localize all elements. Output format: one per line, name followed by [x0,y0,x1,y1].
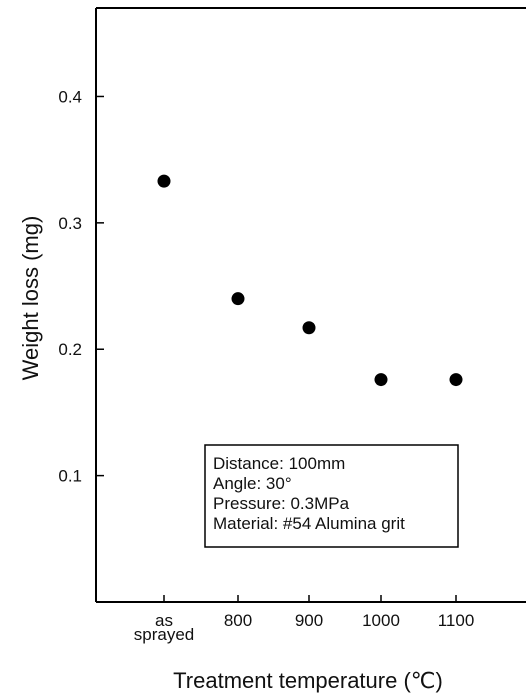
y-tick-label: 0.2 [58,340,82,359]
y-tick-label: 0.3 [58,214,82,233]
plot-frame [95,7,526,603]
y-axis-ticks: 0.1 0.2 0.3 0.4 [58,87,104,486]
data-point [157,174,171,188]
y-tick-label: 0.1 [58,467,82,486]
x-tick-label: 1100 [438,611,475,630]
data-point [302,321,316,335]
data-point [231,292,245,306]
y-axis-title: Weight loss (mg) [18,216,43,381]
x-tick-label: 900 [295,611,323,630]
x-tick-label: 800 [224,611,252,630]
x-axis-ticks: as sprayed 800 900 1000 1100 [134,595,475,644]
x-axis-title: Treatment temperature (℃) [173,668,443,693]
annotation-line: Pressure: 0.3MPa [213,494,350,513]
x-tick-label: as sprayed [134,611,194,644]
x-tick-label: 1000 [362,611,400,630]
data-point [374,373,388,387]
annotation-frame [204,444,459,548]
annotation-line: Angle: 30° [213,474,292,493]
data-point [449,373,463,387]
data-points [157,174,463,387]
annotation-line: Distance: 100mm [213,454,345,473]
annotation-line: Material: #54 Alumina grit [213,514,405,533]
y-tick-label: 0.4 [58,87,82,106]
